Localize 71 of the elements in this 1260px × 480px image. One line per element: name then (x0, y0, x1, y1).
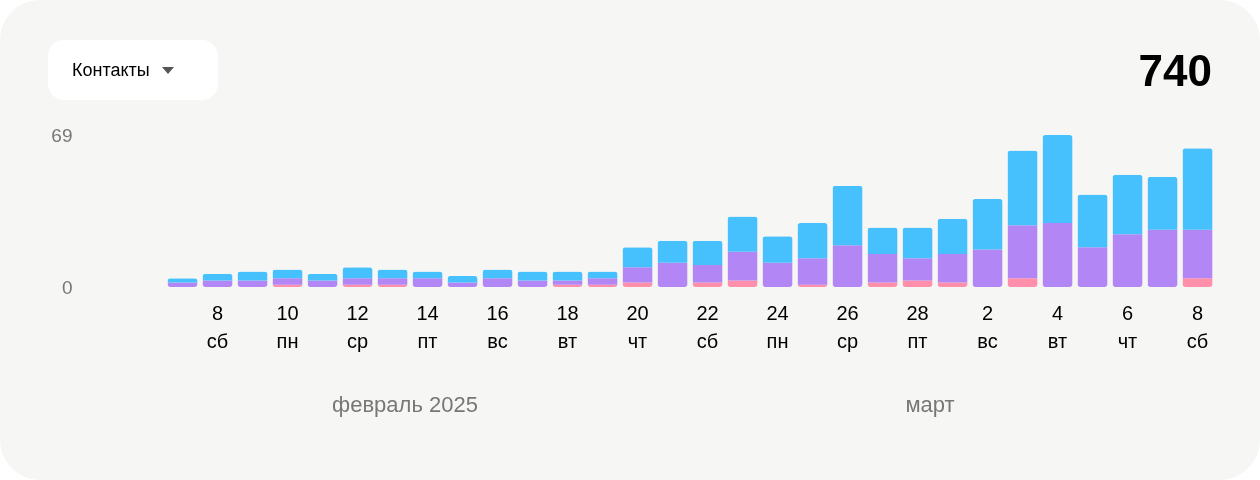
bar (552, 280, 583, 285)
x-tick-label: 8 сб (206, 301, 229, 352)
bar (1042, 223, 1073, 287)
bar (1182, 148, 1213, 230)
bar (272, 278, 303, 285)
x-tick-label: 6 чт (1117, 301, 1138, 352)
bar (447, 275, 478, 283)
x-tick-label: 28 пт (906, 301, 929, 352)
bar (832, 185, 863, 246)
bar (762, 236, 793, 263)
bar (727, 216, 758, 252)
bar (1042, 135, 1073, 224)
bar (797, 223, 828, 259)
bar (657, 240, 688, 263)
bar (867, 227, 898, 254)
bar (622, 267, 653, 283)
bar (342, 278, 373, 285)
bar (902, 280, 933, 287)
bar (972, 249, 1003, 287)
bar (622, 247, 653, 268)
bar (202, 280, 233, 287)
x-tick-label: 20 чт (626, 301, 649, 352)
bar (1007, 150, 1038, 226)
bar (727, 280, 758, 287)
chart-title: Контакты (72, 59, 150, 81)
bar (937, 253, 968, 283)
x-tick-label: 14 пт (416, 301, 439, 352)
bar (1147, 229, 1178, 287)
x-tick-label: 4 вт (1047, 301, 1068, 352)
bar (832, 245, 863, 287)
bar (1147, 176, 1178, 230)
x-tick-label: 24 пн (766, 301, 789, 352)
bar (1182, 229, 1213, 279)
text: март (905, 392, 955, 418)
text: февраль 2025 (332, 392, 478, 418)
x-tick-label: 8 сб (1186, 301, 1209, 352)
bar (692, 264, 723, 283)
bar (1077, 247, 1108, 287)
bar (797, 258, 828, 285)
y-tick-label: 69 (51, 124, 73, 146)
x-tick-label: 10 пн (276, 301, 299, 352)
text: 740 (1138, 46, 1212, 96)
bar (587, 278, 618, 285)
bar (1007, 225, 1038, 279)
x-tick-label: 22 сб (696, 301, 719, 352)
bar (1112, 234, 1143, 287)
bar (727, 251, 758, 281)
x-tick-label: 16 вс (486, 301, 509, 352)
bar (1007, 278, 1038, 287)
x-tick-label: 18 вт (556, 301, 579, 352)
bar (657, 262, 688, 287)
y-tick-label: 0 (61, 276, 73, 298)
bar (972, 198, 1003, 250)
bar (307, 280, 338, 287)
bar (1112, 174, 1143, 235)
bar (1182, 278, 1213, 287)
x-tick-label: 2 вс (977, 301, 998, 352)
bar (692, 240, 723, 265)
bar (482, 278, 513, 287)
bar (867, 253, 898, 283)
bar (902, 227, 933, 259)
bar (762, 262, 793, 287)
x-tick-label: 26 ср (836, 301, 859, 352)
bar (937, 218, 968, 254)
bar (377, 278, 408, 285)
bar (1077, 194, 1108, 248)
bar (902, 258, 933, 281)
bar (412, 278, 443, 287)
x-tick-label: 12 ср (346, 301, 369, 352)
bar (517, 280, 548, 287)
bar (237, 280, 268, 287)
